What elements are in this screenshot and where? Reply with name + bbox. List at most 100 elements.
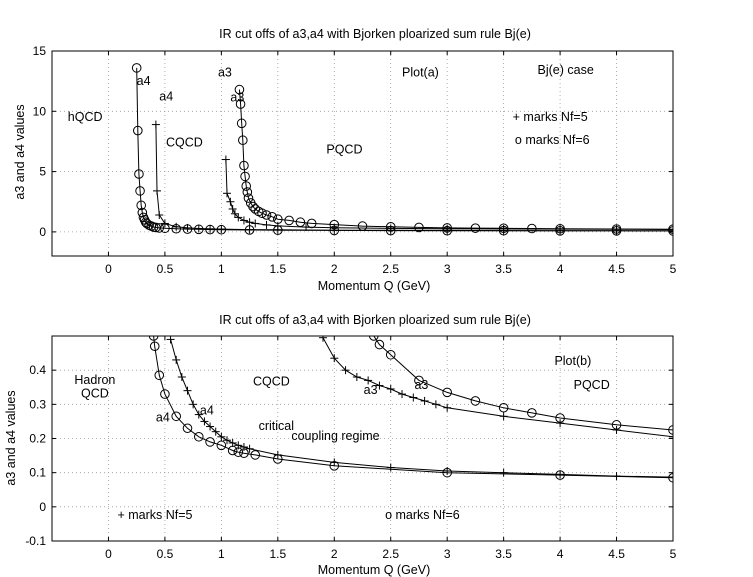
plot-b-point-circle (216, 440, 227, 451)
plot-a-point-plus (230, 209, 239, 218)
plot-a-frame (51, 50, 674, 257)
plot-a-point-circle (414, 222, 424, 233)
plot-a-point-circle (193, 224, 204, 235)
plot-a-xtick-label: 4.5 (608, 262, 625, 276)
plot-b-point-circle (182, 423, 193, 434)
plot-a-annotation: PQCD (326, 143, 362, 157)
plot-a-point-circle (133, 125, 143, 136)
plot-a-series (131, 63, 673, 236)
plot-b-point-plus (669, 432, 673, 441)
plot-b-annotation: Plot(b) (554, 354, 591, 368)
plot-a-point-plus (221, 155, 230, 164)
plot-a-curve-label: a3 (230, 91, 244, 105)
plot-b-point-circle (154, 370, 165, 381)
plot-a-point-circle (216, 224, 227, 235)
plot-b-curve-label: a3 (414, 378, 428, 392)
plot-a-point-circle (470, 223, 481, 233)
plot-a-point-circle (205, 224, 215, 235)
plot-b-point-plus (183, 386, 192, 395)
plot-b-ytick-label: 0.1 (29, 466, 46, 480)
plot-b-point-plus (318, 336, 327, 342)
plot-b: IR cut offs of a3,a4 with Bjorken ploari… (4, 313, 677, 577)
plot-b-xtick-label: 4 (557, 547, 564, 561)
plot-a-point-circle (240, 171, 250, 182)
plot-b-ytick-label: 0.2 (29, 432, 46, 446)
plot-b-point-plus (420, 396, 429, 405)
plot-b-xtick-label: 4.5 (608, 547, 625, 561)
plot-a-point-plus (194, 224, 203, 233)
plot-a-annotation: o marks Nf=6 (515, 133, 590, 147)
plot-a-point-circle (234, 84, 245, 95)
plot-b-point-plus (206, 422, 215, 431)
plot-b-xtick-label: 5 (670, 547, 677, 561)
plot-a-point-circle (527, 223, 537, 234)
plot-b-annotation: + marks Nf=5 (117, 508, 192, 522)
plot-a-point-circle (235, 99, 246, 109)
plot-b-point-plus (166, 336, 175, 344)
plot-a-series-line (238, 89, 673, 230)
plot-a-point-circle (250, 204, 261, 214)
plot-a-point-circle (236, 118, 247, 129)
plot-a-xtick-label: 0 (105, 262, 112, 276)
plot-a-point-plus (239, 216, 248, 225)
plot-a-annotation: + marks Nf=5 (513, 110, 588, 124)
plot-b-point-circle (205, 437, 215, 447)
plot-b-point-circle (470, 396, 481, 406)
plot-a-annotation: Plot(a) (402, 65, 439, 79)
plot-a-xtick-label: 1 (218, 262, 225, 276)
plot-b-point-plus (228, 438, 237, 447)
plot-b-point-plus (386, 463, 395, 472)
plot-a-xtick-label: 2.5 (382, 262, 399, 276)
plot-a-point-circle (151, 222, 161, 233)
plot-b-point-plus (499, 412, 508, 421)
plot-a-curve-label: a4 (159, 89, 173, 103)
plot-a-point-circle (273, 214, 283, 225)
plot-b-point-circle (555, 470, 565, 480)
plot-b-point-plus (341, 366, 350, 375)
plot-a-point-circle (261, 210, 272, 220)
plot-a-xtick-label: 2 (331, 262, 338, 276)
plot-b-series-line (373, 336, 673, 431)
plot-a-point-circle (442, 223, 452, 233)
plot-a-point-plus (234, 213, 243, 222)
plot-b-point-circle (498, 402, 509, 413)
plot-b-point-circle (668, 472, 673, 483)
plot-a-point-plus (443, 224, 452, 233)
plot-a-point-circle (241, 181, 252, 191)
plot-a-point-circle (137, 207, 148, 218)
plot-b-point-circle (385, 349, 396, 360)
plot-b-point-plus (364, 376, 373, 385)
plot-a-point-circle (295, 217, 306, 228)
plot-b-ylabel: a3 and a4 values (4, 390, 18, 485)
plot-a-point-circle (239, 160, 249, 171)
plot-a-point-circle (668, 224, 673, 235)
plot-b-xtick-label: 2.5 (382, 547, 399, 561)
plot-a-ytick-label: 10 (33, 104, 47, 118)
plot-a-point-plus (228, 204, 237, 213)
plot-b-point-circle (149, 341, 160, 352)
plot-a-point-circle (134, 169, 144, 179)
plot-b-ytick-label: 0 (39, 500, 46, 514)
plot-a-point-plus (206, 224, 215, 233)
plot-b-point-plus (556, 470, 565, 479)
plot-a-point-circle (135, 186, 145, 196)
plot-a-point-circle (154, 223, 165, 233)
plot-b-ytick-label: 0.4 (29, 363, 46, 377)
plot-b-point-plus (431, 400, 440, 409)
plot-a-point-circle (329, 219, 340, 230)
plot-b-series (148, 336, 673, 483)
plot-b-point-plus (612, 425, 621, 434)
plot-a-ytick-label: 0 (39, 225, 46, 239)
plot-b-curve-label: a3 (364, 383, 378, 397)
plot-a-ylabel: a3 and a4 values (13, 104, 27, 199)
plot-b-annotation: o marks Nf=6 (385, 508, 460, 522)
plot-b-point-circle (193, 431, 204, 442)
plot-a-xtick-label: 0.5 (157, 262, 174, 276)
plot-b-point-plus (443, 403, 452, 412)
plot-b-point-plus (189, 400, 198, 409)
plot-b-point-plus (375, 381, 384, 390)
plot-b-point-circle (233, 447, 244, 457)
plot-b-point-plus (499, 468, 508, 477)
plot-a-curve-label: a3 (218, 65, 232, 79)
plot-a-curve-label: a4 (137, 74, 151, 88)
